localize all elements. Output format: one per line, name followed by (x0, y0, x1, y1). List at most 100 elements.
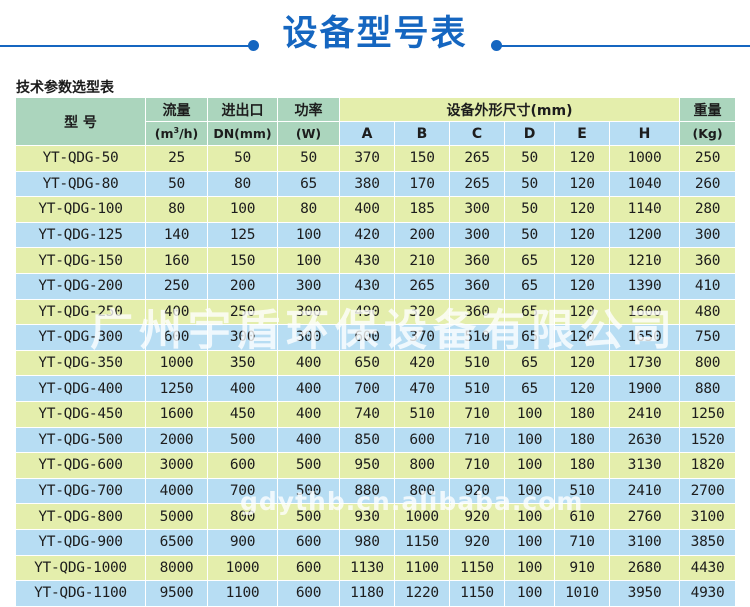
cell-weight: 1520 (679, 426, 737, 454)
cell-model: YT-QDG-900 (15, 528, 146, 556)
cell-flow: 6500 (145, 528, 208, 556)
cell-d: 100 (504, 580, 555, 607)
cell-power: 50 (277, 145, 340, 172)
header-power-title: 功率 (277, 97, 340, 122)
cell-a: 420 (339, 221, 395, 249)
cell-flow: 160 (145, 247, 208, 274)
cell-flow: 1250 (145, 375, 208, 402)
cell-b: 470 (394, 375, 450, 402)
cell-h: 1900 (608, 375, 681, 402)
cell-d: 65 (504, 272, 555, 300)
cell-e: 120 (554, 349, 610, 377)
cell-flow: 5000 (145, 503, 208, 530)
banner-dot-left-icon (248, 40, 259, 51)
cell-c: 360 (449, 247, 505, 274)
cell-power: 500 (277, 452, 340, 479)
cell-dn: 125 (207, 221, 278, 249)
cell-power: 100 (277, 247, 340, 274)
spec-table-container: 型 号 流量 进出口 功率 设备外形尺寸(mm) 重量 (m3/h) DN(mm… (15, 97, 737, 607)
cell-d: 100 (504, 503, 555, 530)
table-row: YT-QDG-300 600 300 300 600 370 510 65 120 1650 750 (15, 324, 737, 351)
cell-model: YT-QDG-500 (15, 426, 146, 454)
cell-c: 1150 (449, 580, 505, 607)
cell-e: 120 (554, 170, 610, 198)
cell-weight: 250 (679, 145, 737, 172)
cell-a: 950 (339, 452, 395, 479)
cell-c: 300 (449, 196, 505, 223)
cell-dn: 700 (207, 477, 278, 505)
cell-model: YT-QDG-125 (15, 221, 146, 249)
header-dn-unit: DN(mm) (207, 121, 278, 146)
cell-d: 100 (504, 426, 555, 454)
cell-model: YT-QDG-300 (15, 324, 146, 351)
cell-weight: 280 (679, 196, 737, 223)
cell-b: 200 (394, 221, 450, 249)
cell-e: 120 (554, 324, 610, 351)
cell-dn: 200 (207, 272, 278, 300)
cell-h: 1600 (608, 298, 681, 326)
cell-weight: 3100 (679, 503, 737, 530)
banner-rule-right (498, 45, 750, 47)
cell-c: 920 (449, 503, 505, 530)
table-row: YT-QDG-100 80 100 80 400 185 300 50 120 1140 280 (15, 196, 737, 223)
header-dim-d: D (504, 121, 555, 146)
cell-power: 300 (277, 272, 340, 300)
cell-h: 2410 (608, 477, 681, 505)
cell-model: YT-QDG-1000 (15, 554, 146, 582)
table-row: YT-QDG-150 160 150 100 430 210 360 65 120 1210 360 (15, 247, 737, 274)
table-row: YT-QDG-450 1600 450 400 740 510 710 100 180 2410 1… (15, 400, 737, 428)
spec-table-body: YT-QDG-50 25 50 50 370 150 265 50 120 1000 250 YT-Q… (15, 145, 737, 607)
cell-d: 100 (504, 554, 555, 582)
table-row: YT-QDG-80 50 80 65 380 170 265 50 120 1040 260 (15, 170, 737, 198)
cell-h: 1390 (608, 272, 681, 300)
cell-b: 170 (394, 170, 450, 198)
cell-e: 120 (554, 145, 610, 172)
cell-c: 710 (449, 400, 505, 428)
cell-e: 1010 (554, 580, 610, 607)
title-banner: 设备型号表 (0, 0, 750, 76)
cell-a: 930 (339, 503, 395, 530)
table-row: YT-QDG-600 3000 600 500 950 800 710 100 180 3130 1… (15, 452, 737, 479)
cell-dn: 900 (207, 528, 278, 556)
cell-b: 1150 (394, 528, 450, 556)
cell-b: 210 (394, 247, 450, 274)
cell-b: 1220 (394, 580, 450, 607)
cell-flow: 1600 (145, 400, 208, 428)
cell-b: 185 (394, 196, 450, 223)
cell-power: 400 (277, 375, 340, 402)
header-flow-unit: (m3/h) (145, 121, 208, 146)
table-row: YT-QDG-1100 9500 1100 600 1180 1220 1150 100 101… (15, 580, 737, 607)
header-dim-c: C (449, 121, 505, 146)
banner-dot-right-icon (491, 40, 502, 51)
header-row-sub: (m3/h) DN(mm) (W) A B C D E H (Kg) (16, 121, 737, 146)
cell-b: 1100 (394, 554, 450, 582)
cell-a: 430 (339, 247, 395, 274)
cell-d: 65 (504, 349, 555, 377)
cell-h: 3100 (608, 528, 681, 556)
cell-c: 510 (449, 349, 505, 377)
cell-c: 265 (449, 145, 505, 172)
cell-b: 510 (394, 400, 450, 428)
cell-d: 100 (504, 400, 555, 428)
cell-dn: 1000 (207, 554, 278, 582)
cell-c: 710 (449, 426, 505, 454)
cell-d: 100 (504, 528, 555, 556)
cell-weight: 880 (679, 375, 737, 402)
cell-weight: 480 (679, 298, 737, 326)
cell-model: YT-QDG-700 (15, 477, 146, 505)
cell-dn: 500 (207, 426, 278, 454)
cell-flow: 9500 (145, 580, 208, 607)
cell-dn: 600 (207, 452, 278, 479)
cell-d: 100 (504, 452, 555, 479)
table-row: YT-QDG-500 2000 500 400 850 600 710 100 180 2630 1… (15, 426, 737, 454)
cell-a: 400 (339, 196, 395, 223)
cell-e: 120 (554, 247, 610, 274)
cell-e: 120 (554, 196, 610, 223)
cell-flow: 1000 (145, 349, 208, 377)
cell-flow: 400 (145, 298, 208, 326)
table-row: YT-QDG-200 250 200 300 430 265 360 65 120 1390 410 (15, 272, 737, 300)
cell-power: 300 (277, 324, 340, 351)
cell-h: 2680 (608, 554, 681, 582)
cell-a: 850 (339, 426, 395, 454)
cell-h: 2760 (608, 503, 681, 530)
